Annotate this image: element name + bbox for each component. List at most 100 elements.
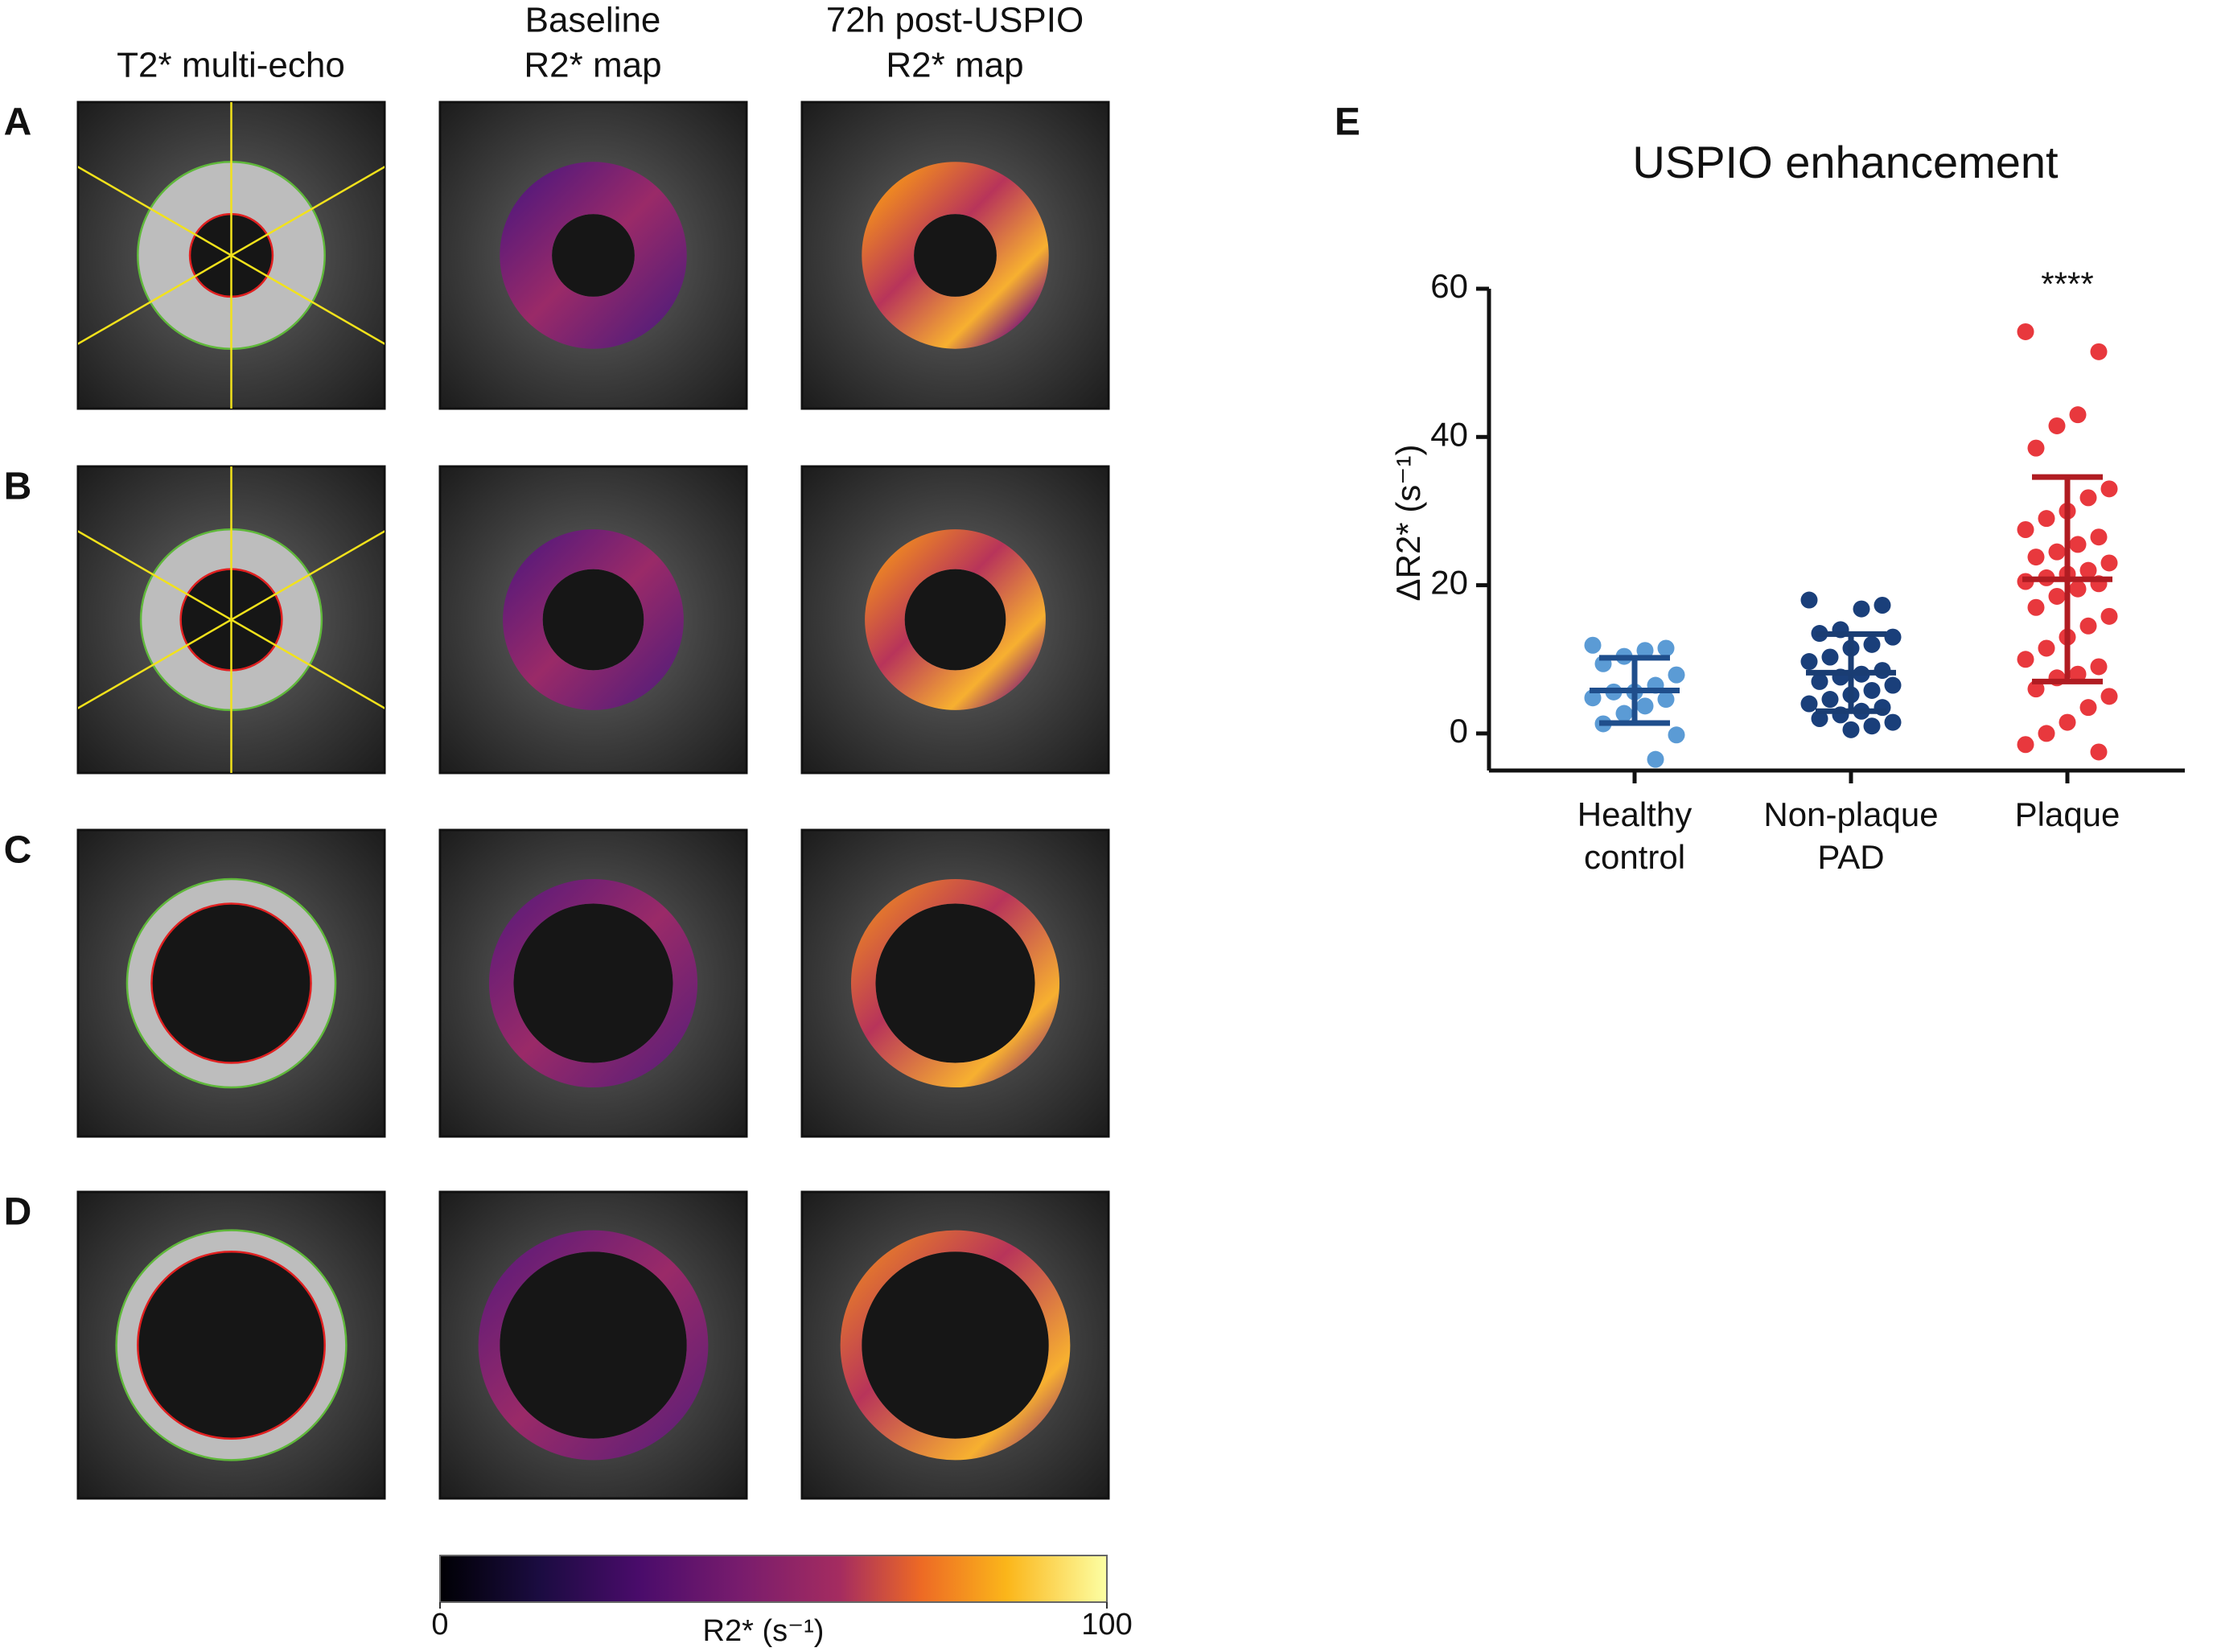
data-point bbox=[1657, 691, 1675, 709]
data-point bbox=[2048, 587, 2066, 605]
data-point bbox=[1863, 635, 1881, 653]
y-tick-label: 40 bbox=[1430, 415, 1468, 453]
data-point bbox=[1584, 689, 1602, 707]
data-point bbox=[1800, 653, 1818, 671]
outer-contour bbox=[115, 1229, 348, 1461]
lumen bbox=[138, 1251, 325, 1439]
significance-annotation: **** bbox=[2041, 265, 2093, 303]
data-point bbox=[2027, 549, 2045, 566]
vessel-wall bbox=[126, 878, 336, 1088]
data-point bbox=[2059, 713, 2076, 731]
colorbar-tick-label: 100 bbox=[1081, 1608, 1132, 1642]
lumen bbox=[513, 903, 673, 1063]
r2-map-ring bbox=[478, 1230, 709, 1461]
y-tick-label: 20 bbox=[1430, 564, 1468, 602]
data-point bbox=[2090, 658, 2108, 676]
row-label: C bbox=[4, 829, 32, 872]
column-header: 72h post-USPIO bbox=[826, 1, 1084, 40]
data-point bbox=[2069, 536, 2087, 553]
data-point bbox=[2048, 417, 2066, 434]
data-point bbox=[1811, 672, 1828, 690]
data-point bbox=[1821, 648, 1839, 666]
data-point bbox=[2048, 543, 2066, 561]
vessel-wall bbox=[116, 1230, 347, 1461]
x-tick-label: Healthy control bbox=[1577, 795, 1693, 876]
data-point bbox=[1615, 705, 1633, 722]
data-point bbox=[2027, 598, 2045, 616]
row-label: B bbox=[4, 466, 32, 508]
sector-line bbox=[78, 530, 385, 709]
data-point bbox=[2017, 651, 2034, 668]
data-point bbox=[2038, 510, 2055, 528]
inner-contour bbox=[150, 902, 312, 1064]
row-label: A bbox=[4, 101, 32, 144]
lumen bbox=[151, 903, 311, 1063]
data-point bbox=[2100, 688, 2118, 705]
r2-map-ring bbox=[850, 878, 1060, 1088]
data-point bbox=[1668, 666, 1685, 684]
data-point bbox=[2038, 639, 2055, 657]
column-header: R2* map bbox=[886, 46, 1023, 85]
lumen bbox=[552, 214, 635, 297]
data-point bbox=[2079, 561, 2097, 579]
data-point bbox=[2027, 680, 2045, 698]
data-point bbox=[1800, 695, 1818, 713]
lumen bbox=[914, 214, 997, 297]
inner-contour bbox=[137, 1251, 326, 1440]
data-point bbox=[2017, 521, 2034, 538]
mri-image bbox=[438, 101, 748, 410]
r2-map-ring bbox=[840, 1230, 1071, 1461]
data-point bbox=[1636, 697, 1654, 715]
data-point bbox=[2017, 736, 2034, 754]
r2-map-ring bbox=[503, 529, 684, 710]
data-point bbox=[1884, 713, 1902, 731]
data-point bbox=[1657, 639, 1675, 657]
data-point bbox=[1842, 721, 1860, 738]
data-point bbox=[1811, 709, 1828, 727]
r2-map-ring bbox=[500, 162, 687, 349]
r2-map-ring bbox=[862, 162, 1049, 349]
lumen bbox=[904, 569, 1006, 671]
r2-map-ring bbox=[865, 529, 1046, 710]
panel-label: E bbox=[1335, 101, 1360, 144]
outer-contour bbox=[125, 877, 337, 1089]
x-tick-label: Non-plaque PAD bbox=[1763, 795, 1939, 876]
colorbar-tick-label: 0 bbox=[431, 1608, 448, 1642]
data-point bbox=[2100, 554, 2118, 572]
data-point bbox=[2017, 323, 2034, 340]
colorbar bbox=[439, 1555, 1108, 1603]
column-header: T2* multi-echo bbox=[117, 46, 345, 85]
colorbar-label: R2* (s⁻¹) bbox=[703, 1614, 825, 1648]
data-point bbox=[1647, 750, 1664, 768]
data-point bbox=[1821, 691, 1839, 709]
data-point bbox=[1668, 726, 1685, 744]
lumen bbox=[875, 903, 1035, 1063]
lumen bbox=[542, 569, 644, 671]
data-point bbox=[1863, 717, 1881, 735]
data-point bbox=[2090, 528, 2108, 546]
data-point bbox=[1636, 642, 1654, 660]
data-point bbox=[2100, 607, 2118, 625]
data-point bbox=[2079, 489, 2097, 507]
chart-title: USPIO enhancement bbox=[1632, 137, 2059, 187]
lumen bbox=[500, 1251, 687, 1439]
data-point bbox=[1584, 636, 1602, 654]
data-point bbox=[2069, 665, 2087, 683]
data-point bbox=[1853, 600, 1870, 618]
lumen bbox=[862, 1251, 1049, 1439]
column-header: Baseline bbox=[525, 1, 661, 40]
data-point bbox=[1863, 681, 1881, 699]
data-point bbox=[2038, 725, 2055, 742]
y-axis-label: ΔR2* (s⁻¹) bbox=[1389, 445, 1427, 602]
data-point bbox=[1884, 676, 1902, 694]
x-tick-label: Plaque bbox=[2014, 795, 2120, 833]
data-point bbox=[2100, 480, 2118, 498]
column-header: R2* map bbox=[524, 46, 661, 85]
data-point bbox=[1874, 596, 1891, 614]
data-point bbox=[1884, 628, 1902, 646]
data-point bbox=[2027, 439, 2045, 457]
data-point bbox=[2090, 343, 2108, 360]
